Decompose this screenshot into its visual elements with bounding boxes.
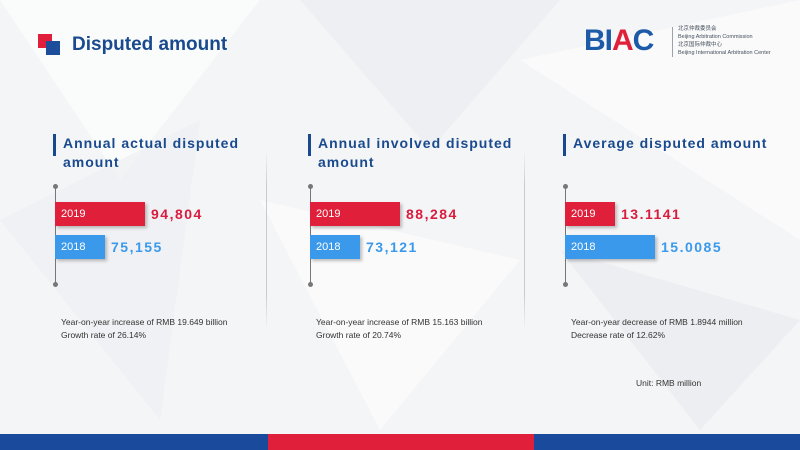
value-label-2018: 73,121 [366,239,418,255]
bjac-logo: BIAC 北京仲裁委员会 Beijing Arbitration Commiss… [584,24,784,60]
column-divider [524,150,525,330]
chart-annual-actual: Annual actual disputed amount 2019 2018 … [53,132,283,352]
value-label-2019: 13.1141 [621,206,682,222]
chart-title: Annual actual disputed amount [63,135,240,170]
bar-2019: 2019 [565,202,615,226]
page-title: Disputed amount [72,34,228,55]
title-accent-bar [563,134,566,156]
chart-note: Year-on-year increase of RMB 15.163 bill… [316,317,483,340]
unit-note: Unit: RMB million [636,378,702,388]
title-accent-bar [53,134,56,156]
axis-dot-top [53,184,58,189]
chart-note: Year-on-year decrease of RMB 1.8944 mill… [571,317,743,340]
title-square-icon [38,34,64,56]
bar-2019: 2019 [310,202,400,226]
value-label-2019: 94,804 [151,206,203,222]
logo-mark: BIAC [584,24,654,57]
value-label-2018: 15.0085 [661,239,723,255]
axis-dot-top [563,184,568,189]
bar-2018: 2018 [310,235,360,259]
chart-average: Average disputed amount 2019 2018 13.114… [563,132,793,352]
bar-2019: 2019 [55,202,145,226]
axis-dot-bottom [53,282,58,287]
chart-title: Average disputed amount [573,135,768,151]
column-divider [266,150,267,330]
bar-2018: 2018 [55,235,105,259]
chart-title: Annual involved disputed amount [318,135,513,170]
axis-dot-bottom [563,282,568,287]
logo-text: 北京仲裁委员会 Beijing Arbitration Commission 北… [678,26,771,56]
footer-band-right [534,434,800,450]
title-accent-bar [308,134,311,156]
logo-separator [672,27,673,57]
value-label-2018: 75,155 [111,239,163,255]
footer-band-left [0,434,268,450]
bar-2018: 2018 [565,235,655,259]
value-label-2019: 88,284 [406,206,458,222]
axis-dot-bottom [308,282,313,287]
axis-dot-top [308,184,313,189]
chart-note: Year-on-year increase of RMB 19.649 bill… [61,317,228,340]
footer-band-center [268,434,534,450]
chart-annual-involved: Annual involved disputed amount 2019 201… [308,132,538,352]
